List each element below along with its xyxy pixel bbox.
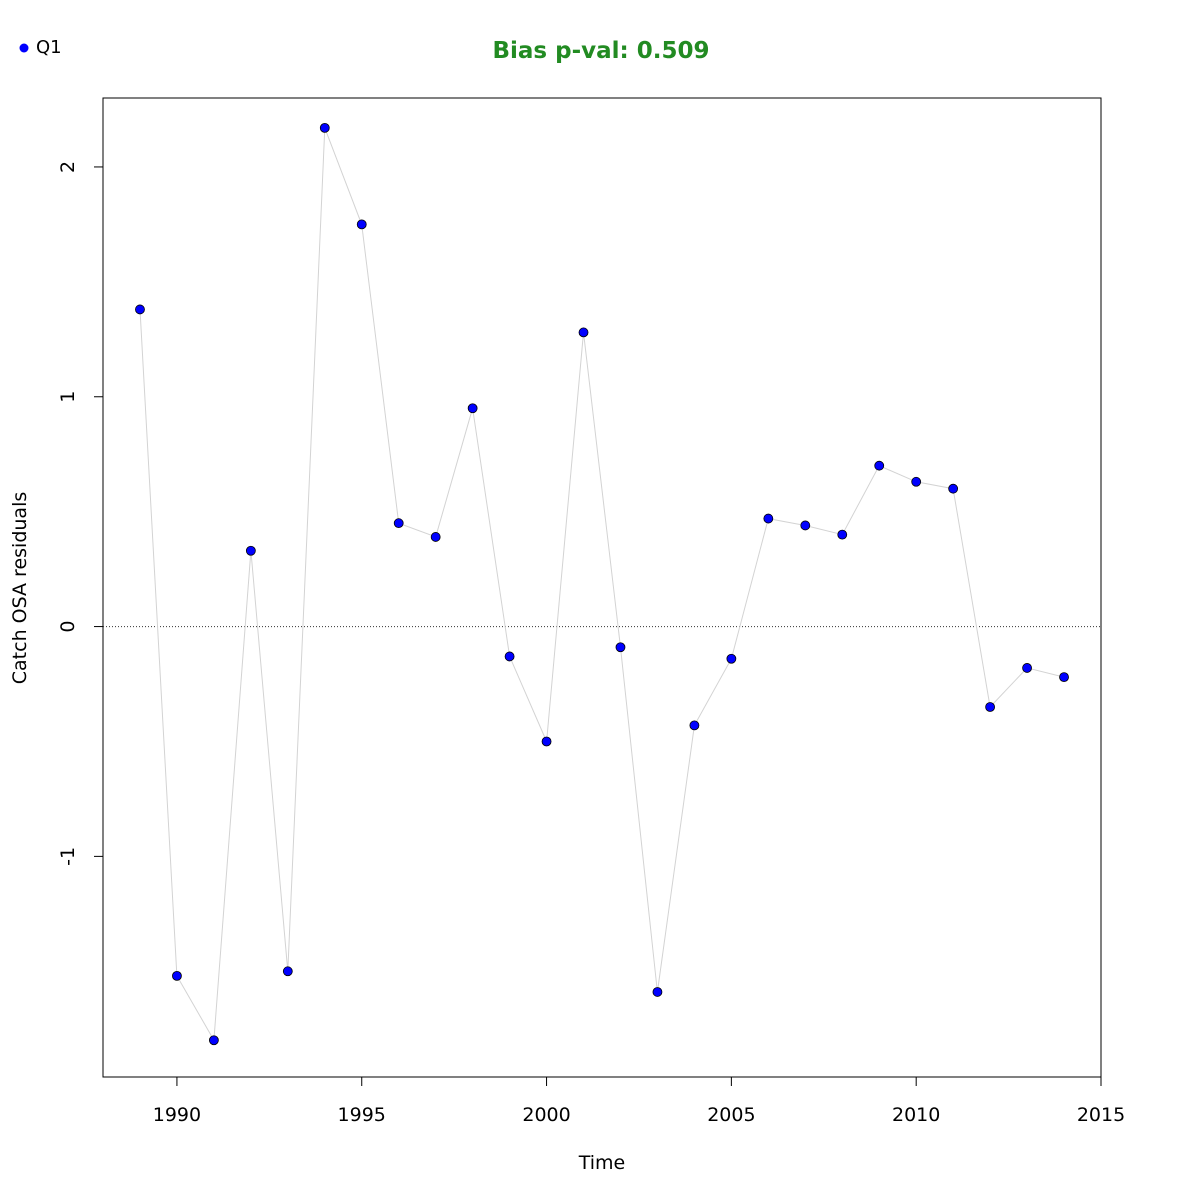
data-point	[430, 532, 441, 542]
x-tick-label: 2005	[707, 1104, 755, 1126]
data-point	[504, 651, 515, 662]
chart-title: Bias p-val: 0.509	[493, 38, 710, 64]
data-point	[393, 518, 404, 529]
data-point	[726, 653, 737, 664]
y-axis-label: Catch OSA residuals	[9, 492, 31, 684]
data-point	[652, 987, 663, 997]
data-point	[948, 483, 959, 494]
data-point	[985, 702, 996, 712]
legend-marker	[19, 43, 29, 53]
data-point	[763, 513, 774, 524]
y-axis: -1 0 1 2	[57, 161, 104, 866]
x-tick-label: 2000	[522, 1104, 570, 1126]
data-point	[282, 966, 293, 977]
data-point	[1059, 672, 1069, 683]
data-point	[319, 122, 330, 133]
data-point	[911, 476, 922, 487]
series-line	[139, 127, 1065, 1042]
data-point	[874, 460, 885, 471]
legend-label: Q1	[36, 37, 62, 58]
data-point	[689, 720, 700, 731]
x-axis: 1990 1995 2000 2005 2010 2015	[153, 1076, 1125, 1126]
series-polyline	[139, 127, 1065, 1042]
data-point	[467, 403, 478, 414]
legend: Q1	[19, 37, 62, 58]
data-point	[1022, 663, 1032, 673]
y-tick-label: -1	[57, 847, 79, 866]
data-point	[578, 327, 589, 338]
data-point	[837, 529, 848, 540]
data-point	[208, 1035, 219, 1046]
data-point	[135, 304, 145, 315]
x-axis-label: Time	[578, 1152, 626, 1174]
data-point	[615, 642, 626, 653]
data-point	[541, 736, 552, 747]
x-tick-label: 2015	[1077, 1104, 1125, 1126]
y-tick-label: 1	[57, 391, 79, 403]
data-point	[800, 520, 811, 531]
x-tick-label: 1995	[338, 1104, 386, 1126]
x-tick-label: 1990	[153, 1104, 201, 1126]
data-points	[135, 122, 1069, 1046]
data-point	[356, 219, 367, 230]
data-point	[172, 970, 182, 981]
y-tick-label: 2	[57, 161, 79, 173]
x-tick-label: 2010	[892, 1104, 940, 1126]
plot-frame	[102, 97, 1102, 1078]
data-point	[245, 545, 256, 556]
y-tick-label: 0	[57, 621, 79, 633]
